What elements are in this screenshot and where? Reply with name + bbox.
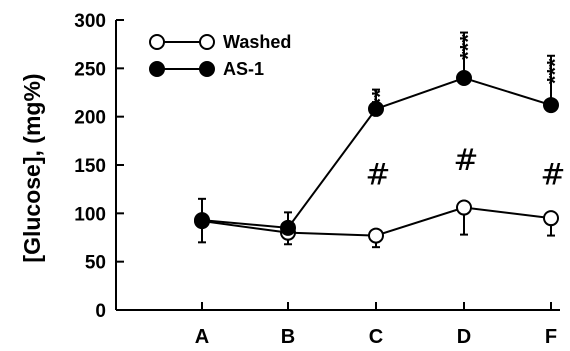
data-point-as1	[368, 100, 384, 117]
significance-annotation: ***	[456, 34, 481, 60]
legend: Washed AS-1	[149, 32, 291, 79]
y-tick-label: 150	[74, 156, 106, 177]
legend-marker-washed-right	[199, 34, 215, 50]
significance-annotation: ***	[543, 58, 568, 84]
data-point-washed	[368, 227, 384, 244]
legend-label-washed: Washed	[223, 32, 291, 52]
significance-annotation: ***	[368, 89, 393, 115]
axes: 0 50 100 150 200 250 300 A B C D F	[74, 11, 560, 348]
data-point-washed	[456, 199, 472, 216]
annotation-layer: *** *** *** # # #	[365, 34, 567, 193]
data-point-as1	[194, 212, 210, 229]
legend-label-as1: AS-1	[223, 59, 264, 79]
hash-annotation: #	[453, 143, 478, 178]
y-tick-label: 300	[74, 11, 106, 32]
x-tick-label: A	[195, 326, 209, 348]
series-layer	[194, 31, 559, 249]
x-tick-label: C	[369, 326, 383, 348]
data-point-washed	[543, 210, 559, 227]
y-axis-label: [Glucose], (mg%)	[19, 73, 45, 262]
x-tick-label: F	[545, 326, 557, 348]
y-tick-label: 200	[74, 108, 106, 129]
y-tick-label: 250	[74, 59, 106, 80]
x-tick-label: B	[281, 326, 295, 348]
legend-marker-washed-left	[149, 34, 165, 50]
y-tick-label: 0	[95, 301, 106, 322]
y-tick-label: 100	[74, 204, 106, 225]
x-tick-label: D	[457, 326, 471, 348]
hash-annotation: #	[365, 158, 390, 193]
y-tick-label: 50	[85, 253, 106, 274]
data-point-as1	[280, 219, 296, 236]
data-point-as1	[543, 97, 559, 114]
legend-marker-as1-right	[199, 61, 215, 77]
legend-marker-as1-left	[149, 61, 165, 77]
hash-annotation: #	[540, 158, 565, 193]
data-point-as1	[456, 70, 472, 86]
